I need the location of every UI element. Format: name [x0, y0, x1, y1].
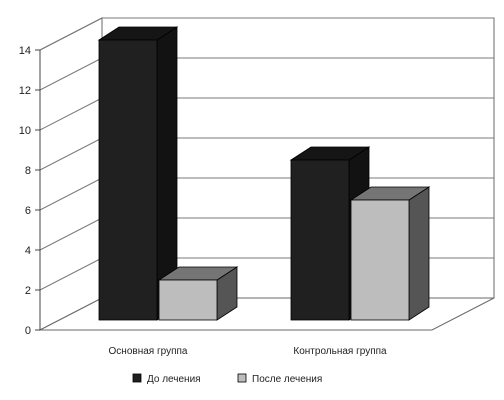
y-tick-label: 12: [19, 85, 31, 97]
x-category-label: Контрольная группа: [293, 346, 387, 357]
legend-swatch: [237, 373, 247, 383]
y-tick-label: 8: [25, 165, 31, 177]
y-tick-label: 4: [25, 245, 31, 257]
legend-swatch: [132, 373, 142, 383]
gridline-side: [39, 57, 103, 91]
bar-front-face: [158, 279, 218, 321]
y-tick-label: 2: [25, 285, 31, 297]
bars: [97, 26, 431, 321]
legend-item: После лечения: [237, 373, 322, 385]
y-tick-label: 14: [19, 45, 31, 57]
x-category-label: Основная группа: [109, 346, 188, 357]
bar-front-face: [290, 159, 350, 321]
legend: До лечения После лечения: [132, 373, 322, 385]
side-wall: [39, 17, 103, 331]
y-tick-label: 6: [25, 205, 31, 217]
gridline-side: [39, 97, 103, 131]
gridline-side: [39, 177, 103, 211]
gridline-side: [39, 137, 103, 171]
y-tick-label: 0: [25, 325, 31, 337]
legend-label: До лечения: [147, 374, 201, 385]
legend-item: До лечения: [132, 373, 201, 385]
x-axis: Основная группа Контрольная группа: [109, 346, 388, 357]
gridline-side: [39, 257, 103, 291]
y-axis: 0 2 4 6 8 10 12 14: [19, 45, 41, 337]
bar-front-face: [350, 199, 410, 321]
bar-front-face: [98, 39, 158, 321]
y-tick-label: 10: [19, 125, 31, 137]
bar: [97, 26, 179, 321]
legend-label: После лечения: [252, 374, 322, 385]
bar: [157, 266, 239, 321]
bar: [349, 186, 431, 321]
gridline-side: [39, 17, 103, 51]
bar-side-face: [408, 186, 430, 321]
gridline-side: [39, 217, 103, 251]
